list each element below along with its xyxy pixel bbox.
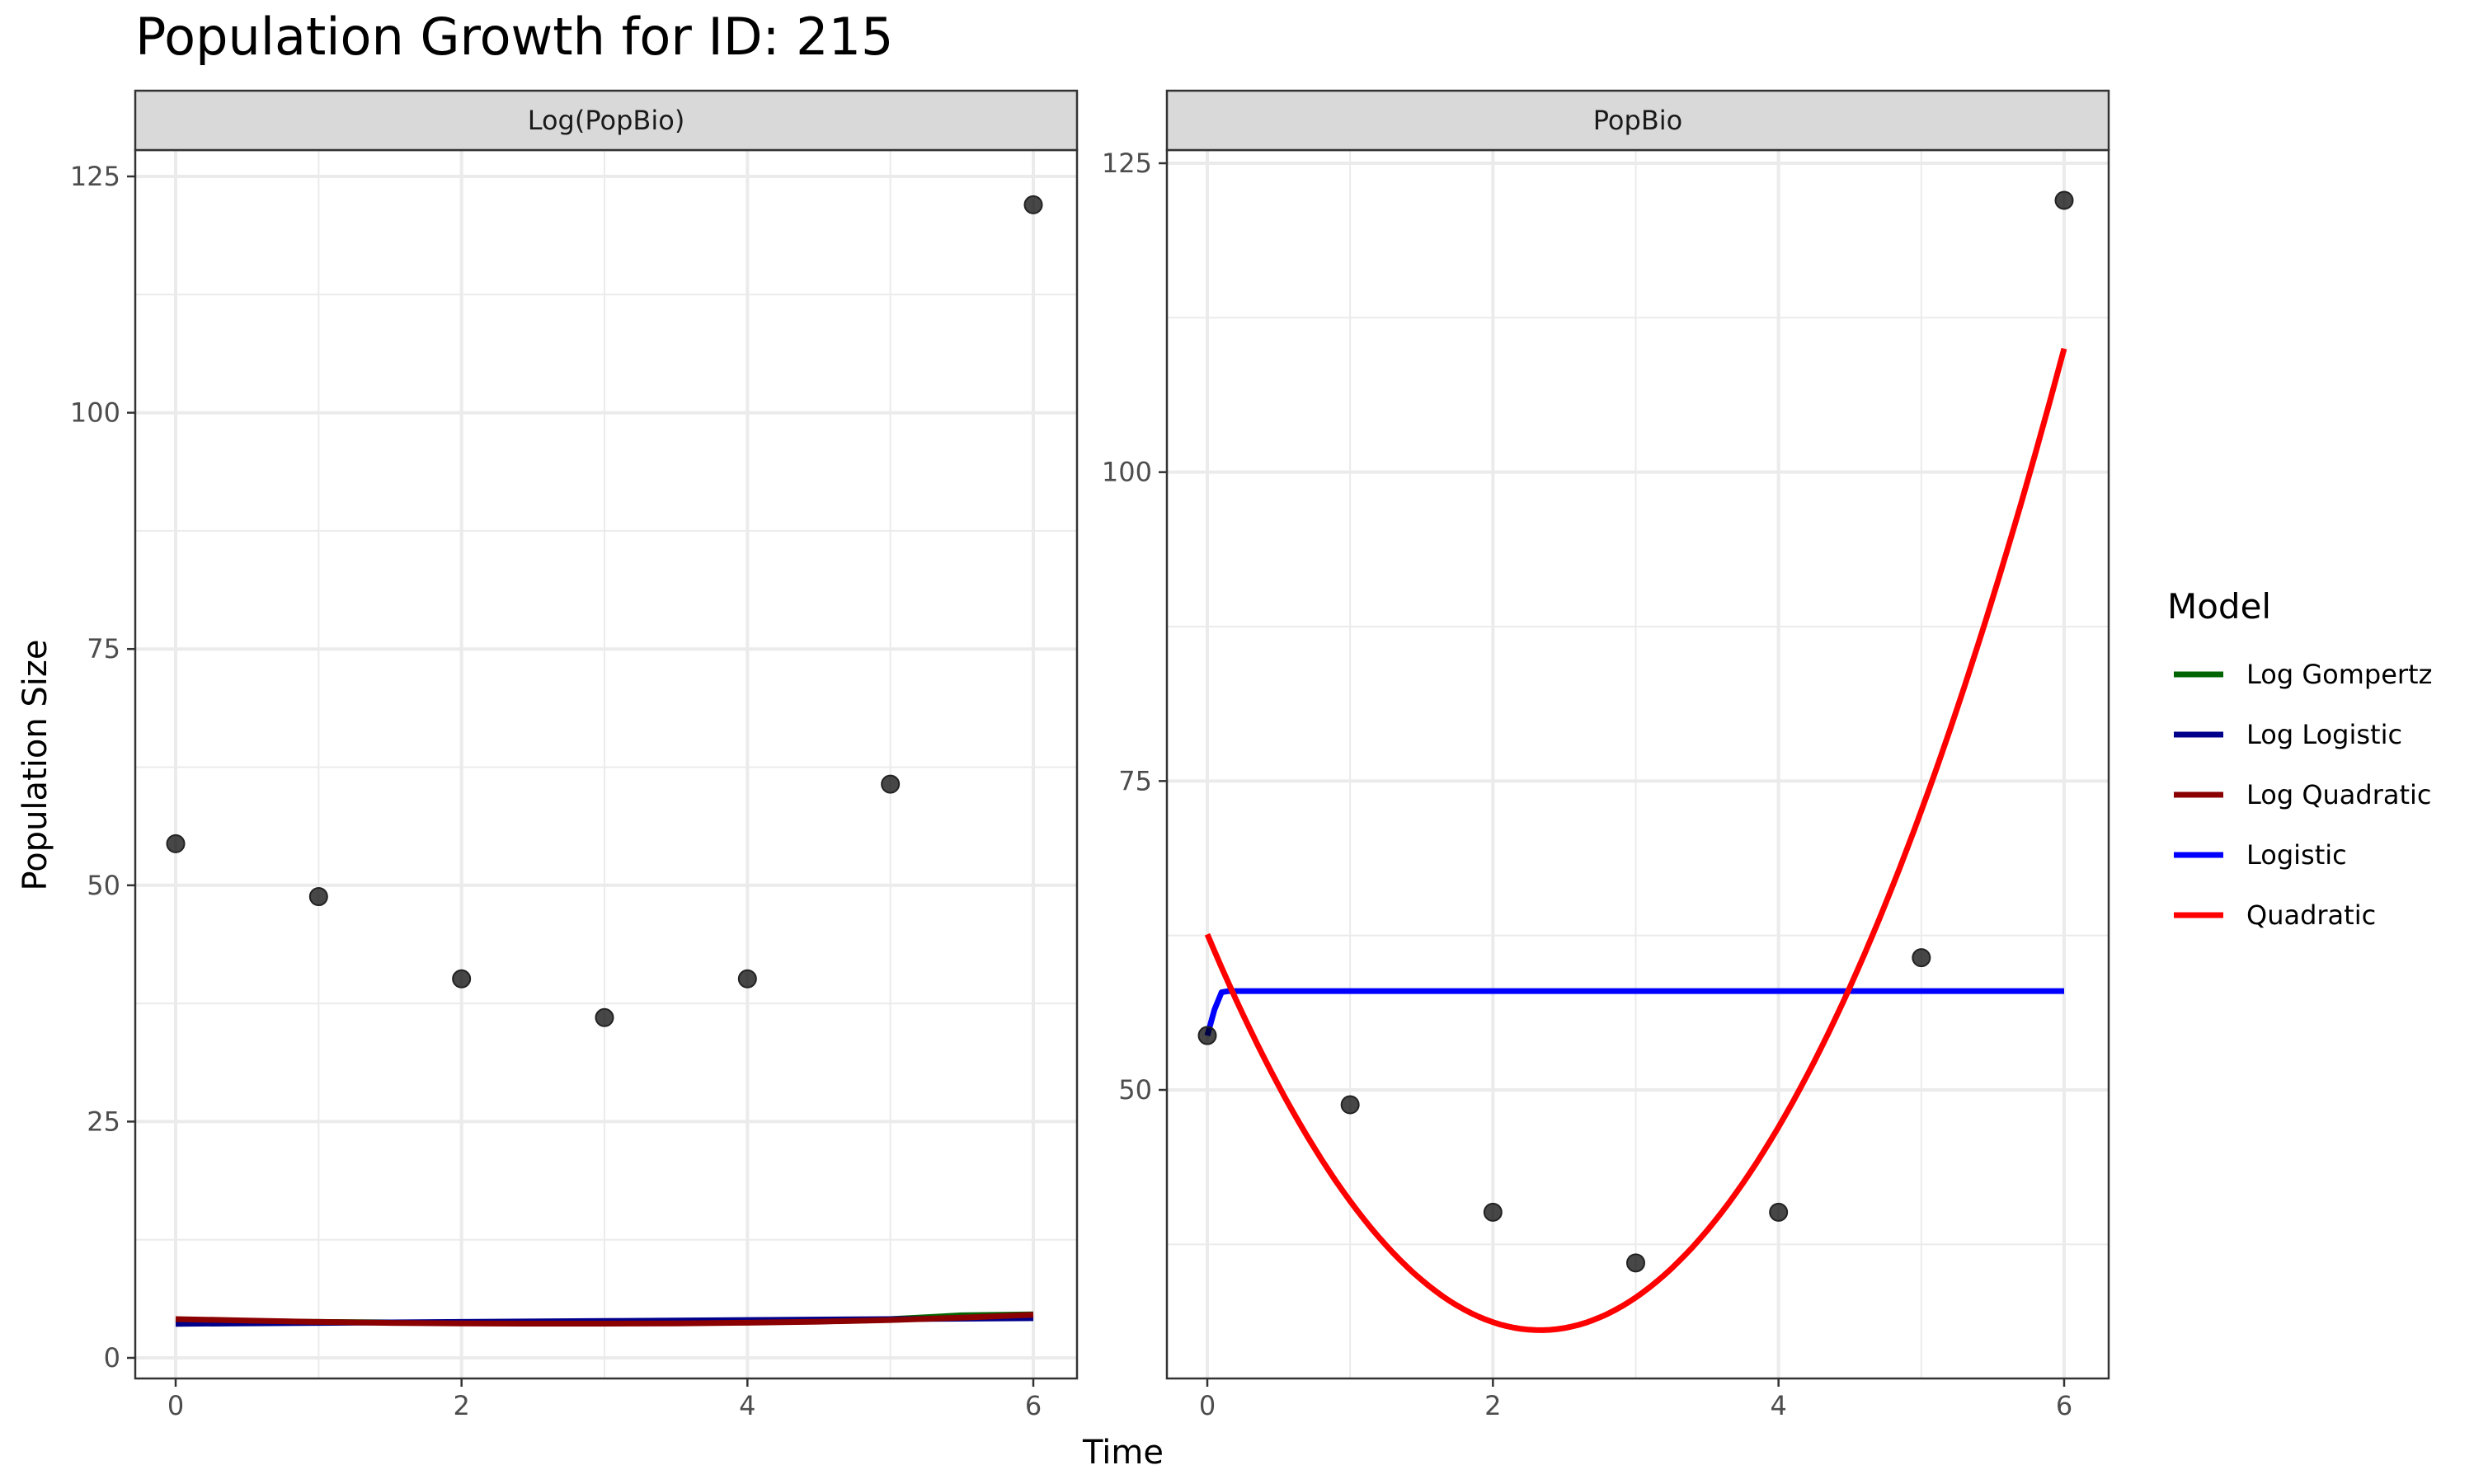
legend-label: Log Logistic <box>2246 719 2402 750</box>
x-axis: 0 2 4 6 <box>1199 1378 2072 1421</box>
chart-title: Population Growth for ID: 215 <box>135 7 894 67</box>
panel-1: PopBio 50 75 100 125 0 2 4 6 <box>1102 89 2110 1421</box>
series-lines <box>175 1311 1034 1327</box>
x-tick-label: 4 <box>739 1390 755 1421</box>
x-tick-label: 2 <box>453 1390 469 1421</box>
panels: Log(PopBio) 0 25 50 75 100 125 0 2 4 6 PopBio 50 75 10… <box>70 89 2110 1421</box>
series-lines <box>1204 347 2067 1333</box>
facet-strip <box>1165 89 2110 152</box>
facet-strip-label: PopBio <box>1593 105 1682 136</box>
legend-label: Log Quadratic <box>2246 779 2432 810</box>
panel-0: Log(PopBio) 0 25 50 75 100 125 0 2 4 6 <box>70 89 1079 1421</box>
facet-strip <box>134 89 1079 152</box>
data-point <box>2054 190 2074 210</box>
panel-background <box>1167 150 2109 1378</box>
data-point <box>1340 1095 1360 1115</box>
legend-item: Logistic <box>2174 839 2347 871</box>
grid <box>1167 150 2109 1378</box>
data-point <box>1197 1026 1217 1045</box>
y-axis-title: Population Size <box>16 640 54 891</box>
grid <box>135 150 1077 1378</box>
data-point <box>881 774 901 794</box>
y-tick-label: 125 <box>1102 148 1152 179</box>
series-line-quadratic <box>1204 347 2067 1333</box>
y-tick-label: 25 <box>87 1106 120 1137</box>
y-tick-label: 75 <box>87 633 120 665</box>
legend: Model Log Gompertz Log Logistic Log Quadra… <box>2167 586 2432 931</box>
legend-label: Log Gompertz <box>2246 659 2432 690</box>
x-tick-label: 2 <box>1484 1390 1501 1421</box>
x-tick-label: 6 <box>1025 1390 1042 1421</box>
series-line-logistic <box>1204 988 2064 1037</box>
data-point <box>1769 1202 1789 1222</box>
data-point <box>595 1007 614 1027</box>
y-tick-label: 100 <box>70 397 120 429</box>
y-tick-label: 0 <box>104 1342 120 1374</box>
x-tick-label: 0 <box>167 1390 184 1421</box>
y-axis: 50 75 100 125 <box>1102 148 1167 1106</box>
legend-item: Log Gompertz <box>2174 659 2432 690</box>
panel-background <box>135 150 1077 1378</box>
data-point <box>308 887 328 907</box>
data-points <box>166 195 1043 1027</box>
data-point <box>452 969 472 989</box>
series-line-log-quadratic <box>175 1312 1034 1327</box>
data-points <box>1197 190 2074 1273</box>
legend-item: Log Quadratic <box>2174 779 2432 810</box>
y-tick-label: 50 <box>1118 1074 1152 1106</box>
x-tick-label: 4 <box>1770 1390 1786 1421</box>
x-tick-label: 6 <box>2056 1390 2072 1421</box>
data-point <box>166 834 186 853</box>
legend-item: Log Logistic <box>2174 719 2402 750</box>
legend-title: Model <box>2167 586 2271 627</box>
x-tick-label: 0 <box>1199 1390 1216 1421</box>
y-tick-label: 50 <box>87 870 120 901</box>
legend-label: Logistic <box>2246 839 2347 871</box>
data-point <box>1912 948 1931 968</box>
data-point <box>1626 1253 1645 1273</box>
x-axis-title: Time <box>1082 1434 1164 1472</box>
x-axis: 0 2 4 6 <box>167 1378 1042 1421</box>
y-tick-label: 100 <box>1102 457 1152 488</box>
legend-item: Quadratic <box>2174 899 2376 931</box>
y-tick-label: 125 <box>70 161 120 192</box>
legend-label: Quadratic <box>2246 899 2376 931</box>
facet-strip-label: Log(PopBio) <box>528 105 685 136</box>
data-point <box>1023 195 1043 214</box>
y-tick-label: 75 <box>1118 765 1152 796</box>
data-point <box>1483 1202 1503 1222</box>
y-axis: 0 25 50 75 100 125 <box>70 161 135 1374</box>
data-point <box>737 969 757 989</box>
